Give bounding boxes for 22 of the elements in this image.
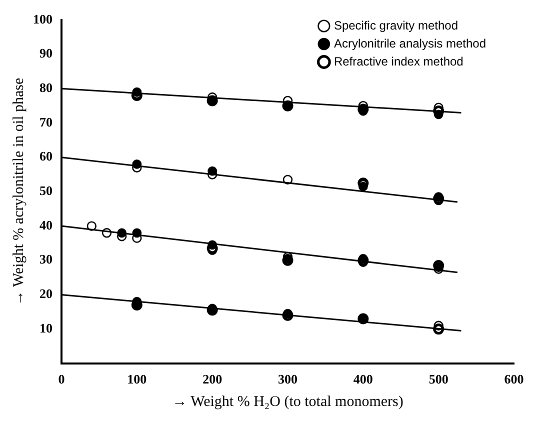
x-axis-title: → Weight % H₂O (to total monomers): [172, 394, 404, 410]
y-tick-label: 100: [33, 11, 52, 26]
y-axis-title: → Weight % acrylonitrile in oil phase: [10, 78, 27, 306]
y-tick-label: 70: [40, 114, 52, 130]
x-tick-label: 100: [127, 372, 147, 387]
x-tick-label: 200: [202, 372, 222, 387]
y-tick-label: 80: [40, 80, 52, 96]
y-tick-label: 50: [40, 183, 52, 198]
x-tick-label: 0: [58, 372, 65, 387]
legend-label: Refractive index method: [334, 54, 464, 68]
x-tick-label: 500: [428, 372, 448, 387]
y-tick-label: 20: [40, 286, 52, 302]
legend-label: Acrylonitrile analysis method: [334, 36, 486, 50]
x-tick-label: 600: [504, 372, 524, 387]
legend-label: Specific gravity method: [334, 18, 458, 32]
y-tick-label: 10: [40, 320, 52, 336]
x-tick-label: 300: [278, 372, 298, 387]
y-tick-label: 90: [40, 46, 52, 61]
y-tick-label: 40: [40, 217, 52, 232]
y-tick-label: 60: [40, 148, 52, 164]
y-tick-label: 30: [40, 252, 52, 267]
x-tick-label: 400: [353, 372, 373, 387]
